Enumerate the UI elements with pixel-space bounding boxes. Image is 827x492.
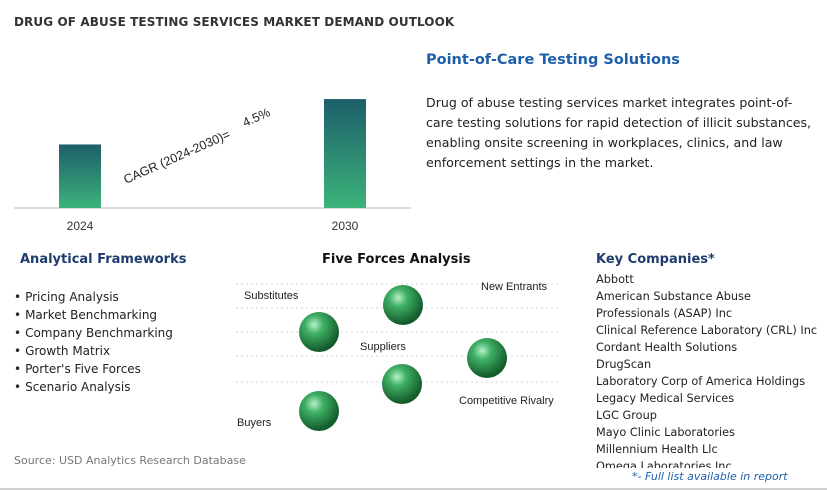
cagr-value: 4.5% <box>241 105 273 129</box>
force-label-competitive-rivalry: Competitive Rivalry <box>459 395 554 407</box>
framework-item: Porter's Five Forces <box>14 360 173 378</box>
bottom-divider <box>0 488 827 490</box>
x-tick-label: 2030 <box>332 219 359 233</box>
company-item: Millennium Health Llc <box>596 443 718 456</box>
suppliers-sphere-icon <box>382 364 422 404</box>
force-label-suppliers: Suppliers <box>360 341 406 353</box>
cagr-label: CAGR (2024-2030)= <box>122 127 233 187</box>
framework-item: Scenario Analysis <box>14 378 173 396</box>
company-item: Clinical Reference Laboratory (CRL) Inc <box>596 324 818 337</box>
company-item: Omega Laboratories Inc <box>596 460 732 468</box>
bar-chart: 2024 2030 CAGR (2024-2030)= 4.5% <box>14 99 411 233</box>
company-item: American Substance Abuse Professionals (… <box>596 290 751 320</box>
competitive-rivalry-sphere-icon <box>467 338 507 378</box>
x-tick-label: 2024 <box>67 219 94 233</box>
section-title-poc: Point-of-Care Testing Solutions <box>426 52 680 68</box>
company-item: LGC Group <box>596 409 657 422</box>
poc-description: Drug of abuse testing services market in… <box>426 95 812 170</box>
five-forces-diagram: Substitutes New Entrants Suppliers Compe… <box>236 281 560 431</box>
framework-item: Growth Matrix <box>14 342 173 360</box>
framework-item: Company Benchmarking <box>14 324 173 342</box>
substitutes-sphere-icon <box>299 312 339 352</box>
frameworks-title: Analytical Frameworks <box>20 252 187 267</box>
bar-2024 <box>59 144 101 208</box>
buyers-sphere-icon <box>299 391 339 431</box>
company-item: Laboratory Corp of America Holdings <box>596 375 806 388</box>
framework-item: Pricing Analysis <box>14 288 173 306</box>
company-item: Mayo Clinic Laboratories <box>596 426 735 439</box>
bar-2030 <box>324 99 366 208</box>
page-title: DRUG OF ABUSE TESTING SERVICES MARKET DE… <box>14 15 455 29</box>
new-entrants-sphere-icon <box>383 285 423 325</box>
force-label-substitutes: Substitutes <box>244 290 299 302</box>
frameworks-list: Pricing Analysis Market Benchmarking Com… <box>14 288 173 396</box>
source-note: Source: USD Analytics Research Database <box>14 454 246 467</box>
full-list-note: *- Full list available in report <box>632 470 788 483</box>
company-item: Cordant Health Solutions <box>596 341 738 354</box>
companies-list: Abbott American Substance Abuse Professi… <box>596 271 821 468</box>
companies-title: Key Companies* <box>596 252 715 267</box>
force-label-buyers: Buyers <box>237 417 272 429</box>
company-item: Abbott <box>596 273 634 286</box>
force-label-new-entrants: New Entrants <box>481 281 548 293</box>
framework-item: Market Benchmarking <box>14 306 173 324</box>
company-item: Legacy Medical Services <box>596 392 735 405</box>
connector-new-entrants <box>417 285 476 299</box>
five-forces-title: Five Forces Analysis <box>322 252 471 267</box>
company-item: DrugScan <box>596 358 652 371</box>
